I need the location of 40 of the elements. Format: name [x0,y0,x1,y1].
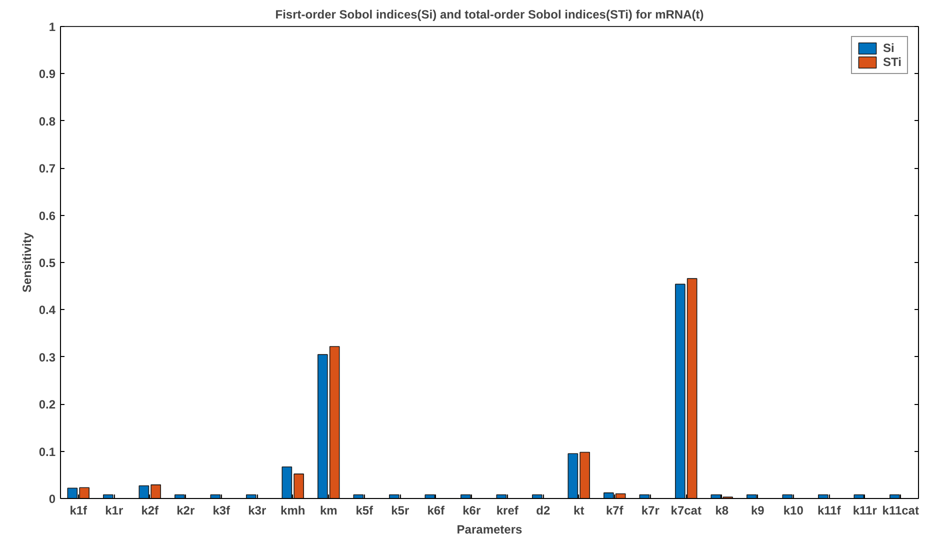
y-tick-label: 0.4 [38,303,56,318]
legend-label: STi [883,55,902,69]
x-tick-label: kmh [280,504,306,518]
x-tick-label: k6f [427,504,446,518]
x-tick-label: k5f [356,504,374,518]
x-tick-label: k3f [212,504,232,518]
x-tick-label: k1f [70,504,88,518]
chart-title: Fisrt-order Sobol indices(Si) and total-order Sobol indices(STi) for mRNA(t) [275,8,704,22]
y-tick-label: 0.2 [38,398,56,412]
x-tick-label: k5r [391,504,410,518]
x-tick-label: kt [574,504,584,518]
y-tick-label: 0.6 [38,208,56,223]
y-tick-label: 0.9 [38,67,56,82]
y-tick-label: 1 [48,20,56,34]
x-tick-label: k2r [176,504,195,518]
x-tick-label: k1r [105,504,124,518]
x-tick-label: k7f [606,504,624,518]
x-tick-label: k10 [783,504,804,518]
x-axis-title: Parameters [456,522,523,536]
y-tick-label: 0.1 [38,444,56,459]
x-tick-label: k8 [715,504,729,518]
y-axis-title: Sensitivity [20,232,34,293]
x-tick-label: k11r [852,504,878,518]
x-tick-label: k11f [817,504,842,518]
x-tick-label: k11cat [882,504,919,518]
x-tick-label: k2f [141,504,160,518]
x-tick-label: km [320,504,338,518]
x-tick-label: k9 [750,504,765,518]
x-tick-label: k7r [641,504,660,518]
y-tick-label: 0.8 [38,114,56,128]
x-tick-label: d2 [536,504,550,518]
y-tick-label: 0.7 [38,162,56,176]
x-tick-label: k7cat [670,504,702,518]
y-tick-label: 0.3 [38,350,56,364]
y-tick-label: 0.5 [38,256,56,270]
x-tick-label: kref [496,504,520,518]
legend-label: Si [883,41,896,55]
x-tick-label: k3r [248,504,266,518]
x-tick-label: k6r [462,504,481,518]
y-tick-label: 0 [48,492,56,506]
